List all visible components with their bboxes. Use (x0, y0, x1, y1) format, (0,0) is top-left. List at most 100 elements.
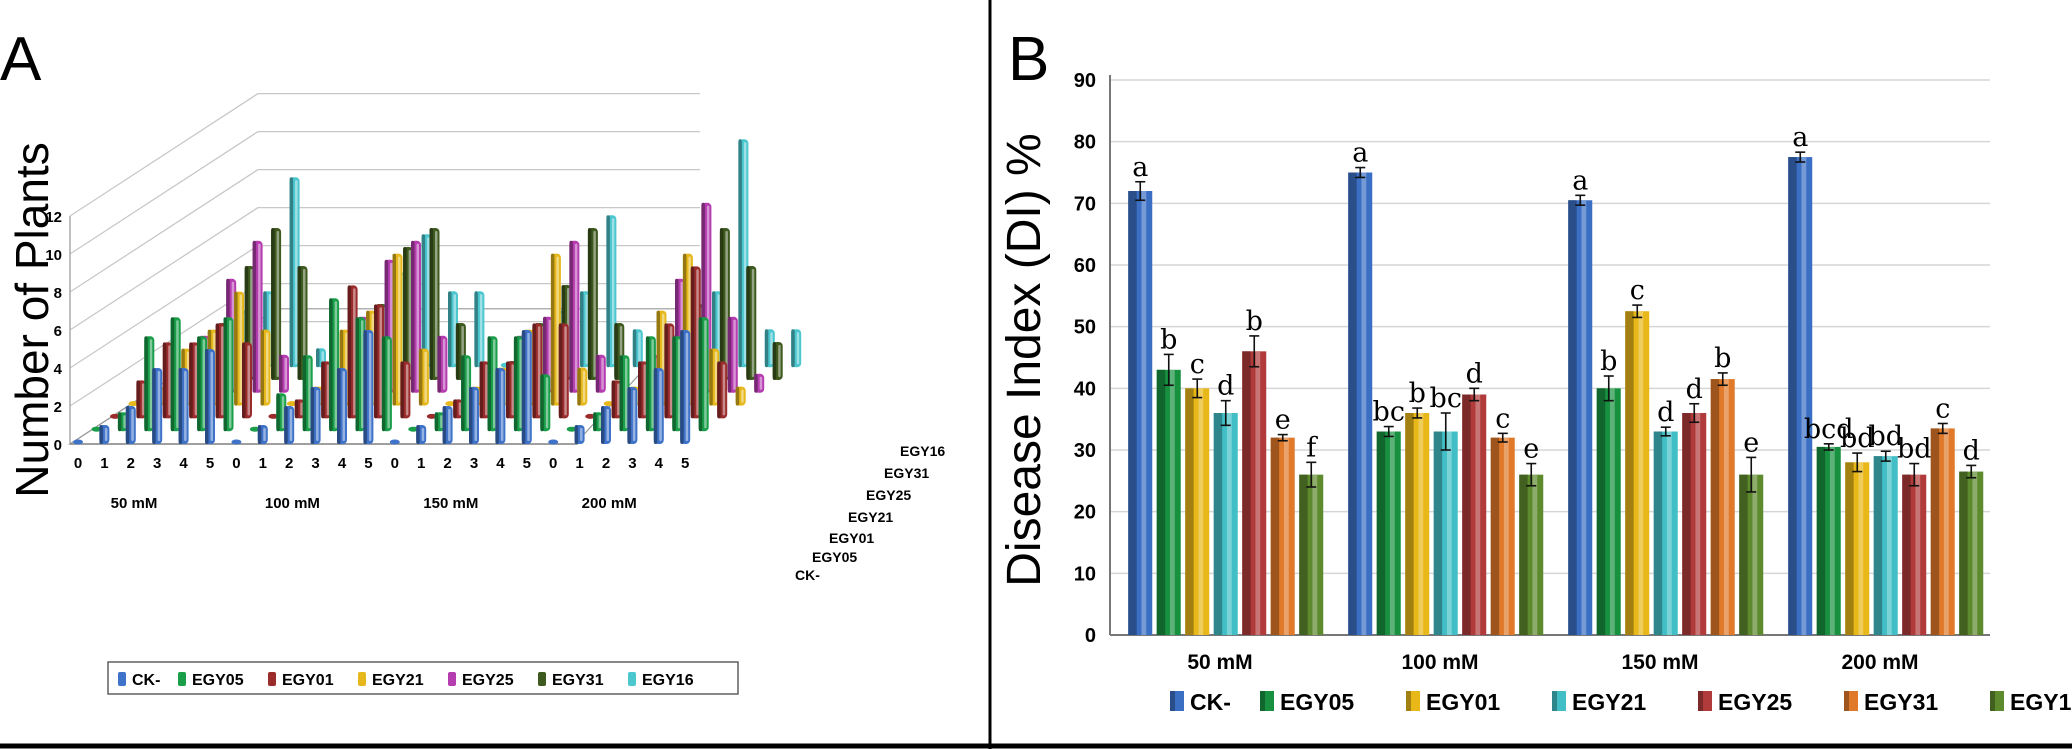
legend-label: CK- (1190, 689, 1231, 715)
bar-highlight (131, 409, 134, 441)
y-tick-label: 50 (1074, 317, 1096, 339)
bar-shade (442, 406, 447, 444)
bar-shade (455, 323, 460, 380)
bar-highlight (316, 390, 319, 441)
bar-highlight (474, 390, 477, 441)
bar-shade (1185, 388, 1194, 635)
bar-base-marker (585, 413, 596, 419)
bar-highlight (408, 250, 412, 377)
bar-highlight (1915, 474, 1921, 635)
bar-base-marker (548, 439, 559, 445)
bar-group: d (1462, 358, 1487, 635)
bar-3d (286, 401, 297, 407)
depth-axis-label: EGY16 (900, 443, 945, 459)
bar-highlight (1752, 474, 1758, 635)
bar-shade (619, 355, 623, 432)
bar-shade (791, 329, 795, 368)
bar-3d (347, 285, 358, 419)
x-tick-label: 150 mM (1621, 651, 1698, 674)
bar-highlight (440, 415, 443, 429)
significance-letter: d (1217, 371, 1234, 402)
bar-highlight (778, 345, 781, 377)
bar-highlight (1666, 431, 1672, 635)
significance-letter: b (1246, 306, 1263, 337)
depth-axis-label: EGY01 (829, 530, 874, 546)
bar-highlight (405, 364, 409, 416)
panel-b-legend: CK- EGY05 EGY01 EGY21 EGY25 EGY31 EGY16 (1170, 689, 2072, 715)
bar-shade (680, 330, 684, 444)
bar-highlight (368, 333, 372, 441)
bar-highlight (1418, 413, 1424, 635)
legend-swatch (538, 672, 546, 686)
legend-swatch (448, 672, 456, 686)
bar-highlight (1801, 157, 1807, 636)
bar-highlight (743, 142, 747, 365)
bar-highlight (149, 339, 153, 429)
bar-shade (540, 374, 544, 432)
bar-highlight (334, 301, 338, 429)
bar-highlight (281, 396, 285, 429)
bar-group: bc (1373, 397, 1405, 635)
bar-shade (223, 317, 227, 432)
bar-shade (1568, 200, 1577, 635)
x-tick-label: 5 (681, 455, 689, 472)
bar-shade (374, 304, 378, 419)
bar-3d (532, 323, 543, 419)
bar-3d (297, 266, 308, 380)
bar-3d (426, 413, 437, 419)
bar-shade (719, 228, 724, 380)
bar-highlight (1312, 474, 1318, 635)
bar-base-marker (603, 401, 614, 407)
bar-highlight (342, 371, 345, 441)
bar-highlight (741, 389, 744, 403)
y-tick-label: 10 (1074, 563, 1096, 585)
bar-highlight (176, 320, 179, 429)
bar-highlight (258, 243, 261, 390)
bar-group: a (1568, 165, 1593, 635)
bar-highlight (1169, 369, 1175, 635)
bar-highlight (321, 351, 324, 365)
x-tick-label: 2 (127, 455, 135, 472)
bar-3d (271, 228, 282, 380)
legend-swatch-shade (1170, 691, 1175, 711)
bar-3d (252, 240, 263, 393)
bar-3d (445, 401, 456, 407)
significance-letter: b (1600, 346, 1617, 377)
legend-swatch-shade (1552, 691, 1557, 711)
bar-highlight (1198, 388, 1204, 635)
bar-shade (1653, 431, 1663, 635)
bar-shade (521, 330, 526, 444)
significance-letter: bc (1430, 383, 1462, 414)
bar-group: bd (1840, 423, 1875, 635)
bar-highlight (1972, 471, 1978, 635)
bar-group: a (1128, 152, 1153, 635)
y-tick-label: 60 (1074, 255, 1096, 277)
bar-shade (1739, 474, 1748, 635)
bar-base-marker (426, 413, 437, 419)
bar-highlight (759, 376, 763, 390)
bar-shade (1270, 437, 1280, 635)
significance-letter: e (1275, 405, 1291, 436)
x-tick-label: 5 (523, 455, 531, 472)
bar-3d (548, 439, 559, 445)
bar-3d (719, 228, 730, 380)
bar-highlight (725, 231, 728, 377)
legend-label: EGY05 (192, 672, 244, 689)
x-tick-label: 1 (417, 455, 425, 472)
bar-highlight (308, 358, 311, 429)
bar-shade (337, 368, 341, 444)
bar-3d (91, 426, 102, 432)
bar-highlight (733, 319, 736, 390)
bar-base-marker (249, 426, 260, 432)
bar-3d (363, 330, 374, 444)
bar-3d (110, 413, 120, 419)
bar-highlight (289, 409, 293, 441)
bar-highlight (466, 358, 470, 429)
bar-3d (717, 361, 728, 419)
legend-label: EGY01 (282, 672, 334, 689)
bar-highlight (493, 339, 496, 429)
depth-axis-label: EGY05 (812, 549, 857, 565)
bar-group: e (1519, 434, 1544, 635)
bar-highlight (617, 383, 620, 416)
bar-shade (1873, 456, 1883, 635)
